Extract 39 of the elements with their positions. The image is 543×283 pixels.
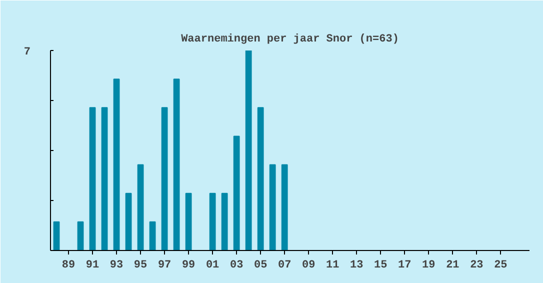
bar [221,192,228,250]
bar [137,164,144,250]
x-tick-label: 15 [374,260,388,272]
bar [113,78,120,250]
x-tick-label: 99 [182,260,196,272]
x-tick-label: 97 [158,260,172,272]
x-tick-label: 91 [86,260,100,272]
x-tick-label: 25 [494,260,508,272]
bar [281,164,288,250]
y-tick-label: 7 [24,46,31,58]
bar [89,107,96,250]
bar [185,192,192,250]
x-tick-label: 21 [446,260,460,272]
x-tick-label: 05 [254,260,268,272]
bar [101,107,108,250]
x-tick-label: 17 [398,260,412,272]
x-tick-label: 09 [302,260,316,272]
bar [125,192,132,250]
bar [257,107,264,250]
x-tick-label: 93 [110,260,124,272]
x-tick-label: 13 [350,260,364,272]
x-tick-label: 11 [326,260,340,272]
bar [233,136,240,250]
x-tick-label: 23 [470,260,484,272]
bar [269,164,276,250]
bar [173,78,180,250]
bar [209,192,216,250]
bar [245,50,252,250]
x-tick-label: 07 [278,260,292,272]
x-tick-label: 01 [206,260,220,272]
bar [53,221,60,250]
x-tick-label: 95 [134,260,148,272]
x-tick-label: 89 [62,260,76,272]
x-tick-label: 19 [422,260,436,272]
chart-title: Waarnemingen per jaar Snor (n=63) [181,34,399,46]
bar [161,107,168,250]
x-tick-label: 03 [230,260,244,272]
bar [149,221,156,250]
bar [77,221,84,250]
